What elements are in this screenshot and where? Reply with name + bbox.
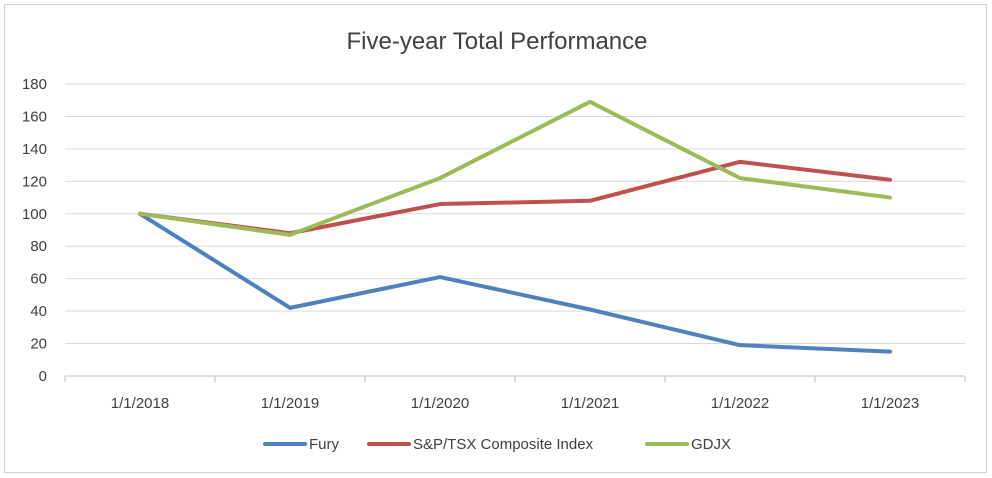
series-line-s-p-tsx-composite-index [138,159,892,236]
y-tick-label: 100 [22,206,47,223]
legend-label-fury: Fury [309,436,340,453]
x-tick-label: 1/1/2022 [711,395,769,412]
y-tick-label: 60 [30,271,47,288]
x-tick-label: 1/1/2023 [861,395,919,412]
chart-title: Five-year Total Performance [346,28,647,55]
y-tick-label: 180 [22,76,47,93]
x-axis: 1/1/2018 1/1/2019 1/1/2020 1/1/2021 1/1/2022… [64,375,966,412]
x-tick-label: 1/1/2021 [561,395,619,412]
gridlines [65,83,965,345]
series-line-fury [138,211,892,354]
y-tick-label: 20 [30,336,47,353]
x-tick-label: 1/1/2020 [411,395,469,412]
legend: Fury S&P/TSX Composite Index GDJX [263,436,731,453]
series-line-gdjx [138,99,892,237]
legend-label-gdjx: GDJX [691,436,731,453]
y-tick-label: 0 [39,368,47,385]
y-tick-label: 160 [22,108,47,125]
legend-label-s-p-tsx-composite-index: S&P/TSX Composite Index [413,436,594,453]
y-axis-ticks: 0 20 40 60 80 100 120 140 160 180 [22,76,47,385]
x-tick-label: 1/1/2019 [261,395,319,412]
x-tick-label: 1/1/2018 [111,395,169,412]
series-lines [138,99,892,354]
y-tick-label: 40 [30,303,47,320]
y-tick-label: 140 [22,141,47,158]
y-tick-label: 120 [22,173,47,190]
chart-frame [4,4,987,473]
y-tick-label: 80 [30,238,47,255]
